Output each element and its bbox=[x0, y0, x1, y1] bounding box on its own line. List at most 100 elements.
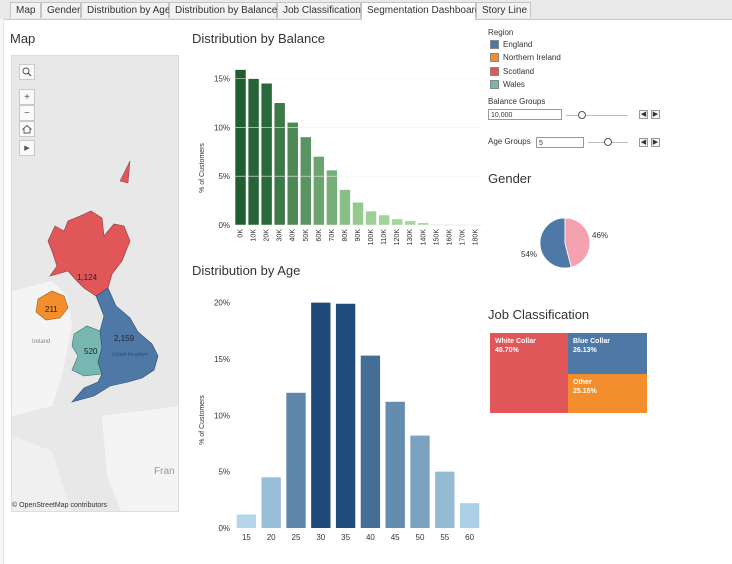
legend-item-wales[interactable]: Wales bbox=[490, 80, 525, 90]
age-bar[interactable] bbox=[459, 503, 480, 528]
age-bar[interactable] bbox=[261, 477, 281, 528]
balance-x-tick: 40K bbox=[290, 229, 297, 242]
zoom-in-button[interactable]: + bbox=[19, 89, 35, 105]
region-scotland-islands[interactable] bbox=[119, 160, 131, 184]
tab-job-classification[interactable]: Job Classification bbox=[277, 2, 361, 18]
sea-area bbox=[12, 436, 72, 511]
balance-x-tick: 60K bbox=[316, 229, 323, 242]
gender-title: Gender bbox=[488, 171, 532, 186]
zoom-out-button[interactable]: − bbox=[19, 105, 35, 121]
pan-play-button[interactable]: ▶ bbox=[19, 140, 35, 156]
region-england[interactable] bbox=[71, 287, 159, 403]
treemap-cell-white-collar[interactable]: White Collar 48.70% bbox=[490, 333, 568, 413]
tab-map[interactable]: Map bbox=[10, 2, 41, 18]
balance-bar[interactable] bbox=[352, 202, 364, 225]
region-scotland[interactable] bbox=[47, 210, 131, 297]
age-chart-title: Distribution by Age bbox=[192, 263, 301, 278]
balance-bar[interactable] bbox=[326, 170, 338, 225]
balance-bar[interactable] bbox=[248, 78, 259, 225]
tab-story-line[interactable]: Story Line bbox=[476, 2, 531, 18]
age-bar[interactable] bbox=[335, 303, 356, 528]
map-view[interactable]: 1,124 211 520 2,159 Ireland United Kingd… bbox=[11, 55, 179, 512]
pie-slice[interactable] bbox=[539, 217, 572, 269]
age-x-tick: 20 bbox=[267, 533, 276, 542]
age-x-tick: 15 bbox=[242, 533, 251, 542]
label-northern-ireland: 211 bbox=[45, 305, 58, 314]
legend-label: Scotland bbox=[503, 67, 535, 76]
map-title: Map bbox=[10, 31, 36, 46]
balance-x-tick: 170K bbox=[459, 229, 466, 246]
tab-segmentation-dashboard[interactable]: Segmentation Dashboard bbox=[361, 2, 480, 20]
age-prev-button[interactable]: ◀ bbox=[639, 138, 648, 147]
balance-bar[interactable] bbox=[300, 137, 312, 225]
treemap-cell-other[interactable]: Other 25.16% bbox=[568, 374, 647, 413]
france-land bbox=[102, 406, 178, 511]
age-bars bbox=[236, 302, 480, 528]
balance-bar[interactable] bbox=[378, 215, 390, 225]
balance-x-tick: 140K bbox=[420, 229, 427, 246]
balance-bar[interactable] bbox=[235, 69, 246, 225]
age-x-tick: 35 bbox=[341, 533, 350, 542]
left-edge bbox=[0, 19, 4, 564]
pie-label-right: 46% bbox=[592, 231, 608, 240]
balance-x-tick: 30K bbox=[277, 229, 284, 242]
age-y-axis-label: % of Customers bbox=[199, 395, 206, 445]
balance-y-ticks: 0% 5% 10% 15% bbox=[214, 75, 482, 230]
treemap-value: 26.13% bbox=[573, 347, 597, 354]
balance-x-tick: 80K bbox=[342, 229, 349, 242]
balance-x-tick: 0K bbox=[238, 229, 245, 238]
region-northern-ireland[interactable] bbox=[35, 290, 69, 321]
age-bar[interactable] bbox=[286, 392, 306, 528]
age-slider-knob[interactable] bbox=[604, 138, 612, 146]
age-bar[interactable] bbox=[385, 401, 405, 528]
balance-x-tick: 70K bbox=[329, 229, 336, 242]
balance-x-tick: 130K bbox=[407, 229, 414, 246]
balance-bar[interactable] bbox=[391, 219, 403, 225]
pie-slices bbox=[539, 217, 591, 269]
balance-bar[interactable] bbox=[313, 156, 325, 225]
balance-x-tick: 90K bbox=[355, 229, 362, 242]
balance-slider-track[interactable] bbox=[566, 115, 628, 116]
balance-slider-knob[interactable] bbox=[578, 111, 586, 119]
age-bar[interactable] bbox=[360, 355, 381, 528]
age-bar[interactable] bbox=[311, 302, 331, 528]
age-bar[interactable] bbox=[236, 514, 257, 528]
legend-item-northern-ireland[interactable]: Northern Ireland bbox=[490, 53, 561, 63]
balance-x-tick: 150K bbox=[433, 229, 440, 246]
balance-x-tick: 180K bbox=[472, 229, 479, 246]
balance-bar[interactable] bbox=[404, 221, 416, 225]
balance-bar[interactable] bbox=[261, 83, 272, 225]
map-search-button[interactable] bbox=[19, 64, 35, 80]
tab-gender[interactable]: Gender bbox=[41, 2, 81, 18]
home-button[interactable] bbox=[19, 121, 35, 137]
balance-x-ticks: 0K 10K 20K 30K 40K 50K 60K 70K 80K 90K 100K 110K 120… bbox=[238, 229, 480, 246]
age-groups-input[interactable]: 5 bbox=[536, 137, 584, 148]
age-bar[interactable] bbox=[435, 471, 455, 528]
balance-prev-button[interactable]: ◀ bbox=[639, 110, 648, 119]
balance-bar[interactable] bbox=[287, 122, 298, 225]
balance-bar[interactable] bbox=[339, 189, 351, 225]
age-x-tick: 50 bbox=[416, 533, 425, 542]
balance-groups-input[interactable]: 10,000 bbox=[488, 109, 562, 120]
age-bar[interactable] bbox=[410, 435, 430, 528]
legend-item-england[interactable]: England bbox=[490, 40, 532, 50]
tab-distribution-by-age[interactable]: Distribution by Age bbox=[81, 2, 170, 18]
balance-next-button[interactable]: ▶ bbox=[651, 110, 660, 119]
balance-y-tick: 0% bbox=[218, 221, 230, 230]
balance-x-tick: 110K bbox=[381, 229, 388, 245]
treemap-cell-blue-collar[interactable]: Blue Collar 26.13% bbox=[568, 333, 647, 374]
tab-distribution-by-balance[interactable]: Distribution by Balance bbox=[169, 2, 277, 18]
legend-item-scotland[interactable]: Scotland bbox=[490, 67, 534, 77]
balance-bar[interactable] bbox=[418, 223, 429, 225]
balance-x-tick: 20K bbox=[264, 229, 271, 242]
age-y-ticks: 0% 5% 10% 15% 20% bbox=[214, 299, 230, 533]
age-x-ticks: 15 20 25 30 35 40 45 50 55 60 bbox=[242, 533, 475, 542]
pie-slice[interactable] bbox=[564, 217, 591, 268]
balance-chart-title: Distribution by Balance bbox=[192, 31, 325, 46]
balance-bar[interactable] bbox=[274, 103, 285, 225]
age-next-button[interactable]: ▶ bbox=[651, 138, 660, 147]
balance-bar[interactable] bbox=[365, 211, 377, 225]
legend-label: Northern Ireland bbox=[503, 53, 561, 62]
label-united-kingdom: United Kingdom bbox=[112, 352, 148, 358]
label-wales: 520 bbox=[84, 347, 98, 356]
